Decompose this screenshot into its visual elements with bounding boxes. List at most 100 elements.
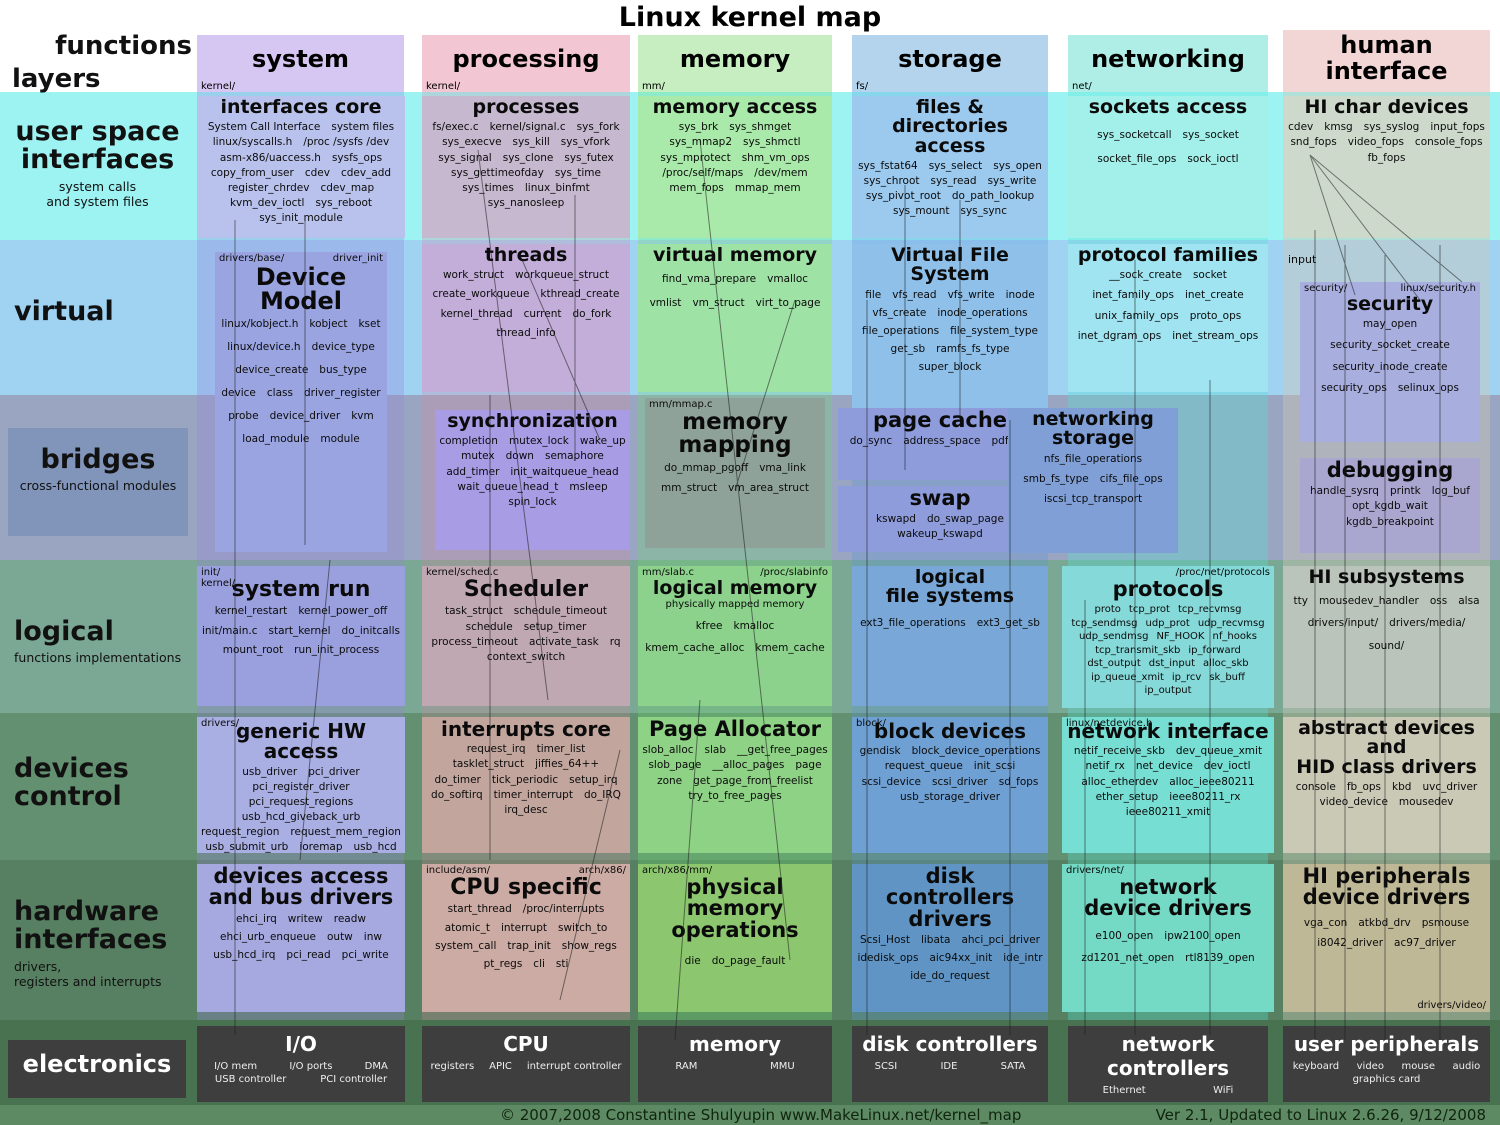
page-title: Linux kernel map xyxy=(618,2,882,33)
label: sti xyxy=(555,957,569,970)
cell-network-device-drivers: drivers/net/network device drivers e100_o… xyxy=(1062,864,1274,1012)
label: do_page_fault xyxy=(711,955,786,968)
label: interrupt xyxy=(500,921,547,934)
label: request_queue xyxy=(884,760,963,773)
cell-title: protocol families xyxy=(1077,244,1259,266)
label: mm_struct xyxy=(661,481,718,494)
cell-physical-memory-operations: arch/x86/mm/physical memory operations di… xyxy=(638,864,832,1012)
label: I/O ports xyxy=(289,1061,333,1072)
label: device xyxy=(221,387,256,400)
cell-title: interrupts core xyxy=(441,717,611,741)
cell-title: HI char devices xyxy=(1304,96,1469,118)
label: cdev_map xyxy=(320,181,375,194)
label: security_socket_create xyxy=(1330,339,1450,352)
label: sys_sync xyxy=(960,205,1007,218)
label: drivers/input/ xyxy=(1307,617,1379,630)
cell-title: network interface xyxy=(1067,719,1269,743)
cell-virtual-memory: virtual memory find_vma_prepare vmalloc vml… xyxy=(638,244,832,392)
column-header-memory: memory mm/ xyxy=(638,35,832,92)
label: pci_driver xyxy=(308,765,360,778)
ebox-title: network controllers xyxy=(1106,1032,1230,1080)
label: inet_create xyxy=(1184,289,1244,302)
label: usb_driver xyxy=(242,765,298,778)
label: setup_irq xyxy=(569,773,618,786)
corner-functions-label: functions xyxy=(55,31,192,61)
label: task_struct xyxy=(444,605,503,618)
label: do_fork xyxy=(572,307,612,320)
label: do_swap_page xyxy=(926,513,1004,526)
label: find_vma_prepare xyxy=(661,273,757,286)
label: slab xyxy=(704,744,727,757)
cell-logical-file-systems: logical file systems ext3_file_operations… xyxy=(852,566,1048,706)
label: opt_kgdb_wait xyxy=(1352,500,1428,513)
label: ext3_file_operations xyxy=(860,616,966,629)
column-src: fs/ xyxy=(856,81,869,92)
label: e100_open xyxy=(1095,929,1154,942)
label: ehci_urb_enqueue xyxy=(220,930,316,943)
label: sys_open xyxy=(993,160,1042,173)
label: writew xyxy=(287,912,323,925)
cell-block-devices: block/block devices gendisk block_device_o… xyxy=(852,717,1048,853)
column-label: human interface xyxy=(1325,31,1448,86)
label: video xyxy=(1356,1061,1384,1072)
cell-title: HI subsystems xyxy=(1308,566,1465,588)
layer-bridges: bridges cross-functional modules xyxy=(8,428,188,536)
label: linux_binfmt xyxy=(524,181,590,194)
cell-title: logical memory xyxy=(652,577,818,599)
ebox-network-controllers: network controllers Ethernet WiFi xyxy=(1068,1026,1268,1102)
label: sys_mmap2 xyxy=(669,136,733,149)
label: do_softirq xyxy=(431,788,483,801)
label: smb_fs_type xyxy=(1023,472,1089,485)
label: video_device xyxy=(1319,796,1388,809)
label: schedule xyxy=(465,620,513,633)
cell-sockets-access: sockets access sys_socketcall sys_socket so… xyxy=(1068,96,1268,238)
label: copy_from_user xyxy=(210,166,294,179)
label: /proc /sysfs /dev xyxy=(303,136,390,149)
label: slob_alloc xyxy=(642,744,694,757)
label: file_system_type xyxy=(950,324,1039,337)
source-label: drivers/ xyxy=(201,718,239,729)
footer-version: Ver 2.1, Updated to Linux 2.6.26, 9/12/2… xyxy=(1155,1106,1486,1124)
label: setup_timer xyxy=(523,620,587,633)
label: class xyxy=(266,387,293,400)
label: sys_clone xyxy=(502,151,554,164)
label: keyboard xyxy=(1292,1061,1340,1072)
label: init_waitqueue_head xyxy=(510,465,619,478)
label: may_open xyxy=(1362,318,1418,331)
column-header-system: system kernel/ xyxy=(197,35,404,92)
label: driver_register xyxy=(303,387,381,400)
label: mousedev_handler xyxy=(1318,595,1419,608)
label: kmem_cache_alloc xyxy=(645,642,745,655)
label: work_struct xyxy=(442,269,505,282)
label: alsa xyxy=(1458,595,1480,608)
label: sys_mprotect xyxy=(660,151,731,164)
label: dev_queue_xmit xyxy=(1175,745,1263,758)
label: request_irq xyxy=(466,743,526,756)
label: mutex_lock xyxy=(508,435,569,448)
label: file xyxy=(865,288,882,301)
layer-title: hardware interfaces xyxy=(14,896,168,956)
label: sys_socketcall xyxy=(1097,129,1172,142)
label: pci_write xyxy=(341,948,389,961)
label: show_regs xyxy=(561,939,617,952)
layer-title: logical xyxy=(14,616,114,647)
label: shm_vm_ops xyxy=(741,151,810,164)
label: atkbd_drv xyxy=(1358,916,1411,929)
label: sk_buff xyxy=(1209,671,1245,683)
label: kobject xyxy=(309,317,348,330)
source-label: /proc/slabinfo xyxy=(760,567,828,578)
label: uvc_driver xyxy=(1422,781,1478,794)
column-src: kernel/ xyxy=(201,81,236,92)
label: netif_receive_skb xyxy=(1073,745,1165,758)
label: sys_syslog xyxy=(1363,121,1420,134)
layer-caption: drivers, registers and interrupts xyxy=(14,958,162,989)
label: get_page_from_freelist xyxy=(693,774,813,787)
label: i8042_driver xyxy=(1317,936,1384,949)
layer-logical: logical functions implementations xyxy=(14,616,181,665)
label: timer_interrupt xyxy=(493,788,573,801)
label: kset xyxy=(358,317,381,330)
label: usb_storage_driver xyxy=(899,790,1001,803)
label: add_timer xyxy=(446,465,500,478)
layer-title: virtual xyxy=(14,296,114,327)
label: cdev_add xyxy=(340,166,392,179)
